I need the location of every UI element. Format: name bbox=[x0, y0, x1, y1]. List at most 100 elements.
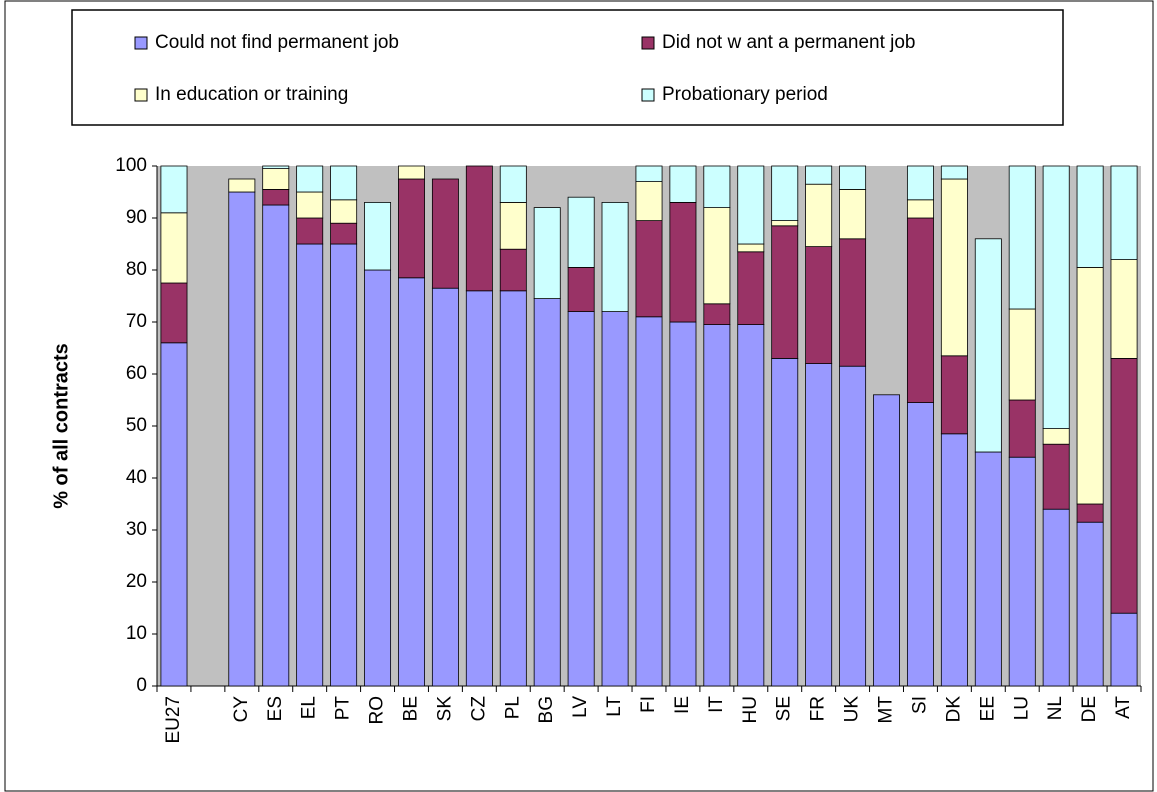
bar-segment bbox=[940, 433, 968, 687]
bar-segment bbox=[839, 238, 867, 367]
bar-segment bbox=[703, 324, 731, 687]
bar-segment bbox=[1076, 165, 1104, 268]
bar-segment bbox=[737, 165, 765, 245]
bar-segment bbox=[703, 207, 731, 305]
x-tick-label: CZ bbox=[468, 696, 489, 722]
legend-label: Probationary period bbox=[662, 84, 828, 105]
bar-segment bbox=[364, 269, 392, 687]
x-tick-label: EL bbox=[299, 696, 320, 719]
y-tick-label: 90 bbox=[126, 207, 147, 228]
legend-swatch bbox=[134, 88, 148, 102]
x-tick-label: IE bbox=[672, 696, 693, 714]
bar-segment bbox=[296, 243, 324, 687]
x-tick-label: DE bbox=[1079, 696, 1100, 722]
bar-segment bbox=[398, 178, 425, 279]
x-tick-label: LU bbox=[1011, 696, 1032, 720]
bar-segment bbox=[330, 199, 358, 224]
bar-segment bbox=[1008, 165, 1036, 310]
bar-segment bbox=[398, 277, 425, 687]
bar-segment bbox=[601, 201, 629, 312]
x-tick-label: RO bbox=[367, 696, 388, 725]
x-tick-label: ES bbox=[265, 696, 286, 721]
bar-segment bbox=[635, 316, 663, 687]
bar-segment bbox=[1076, 521, 1104, 687]
bar-segment bbox=[364, 201, 392, 271]
bar-segment bbox=[533, 298, 561, 687]
bar-segment bbox=[431, 287, 459, 687]
x-tick-label: SK bbox=[434, 696, 455, 722]
bar-segment bbox=[1110, 165, 1138, 260]
bar-segment bbox=[330, 243, 358, 687]
bar-segment bbox=[1042, 428, 1070, 445]
bar-segment bbox=[839, 165, 867, 190]
y-tick-label: 70 bbox=[126, 311, 147, 332]
bar-segment bbox=[296, 191, 324, 219]
bar-segment bbox=[1110, 259, 1138, 359]
bar-segment bbox=[771, 225, 799, 359]
bar-segment bbox=[805, 183, 833, 247]
bar-segment bbox=[906, 165, 934, 201]
bar-segment bbox=[1076, 266, 1104, 505]
legend-swatch bbox=[641, 36, 655, 50]
bar-segment bbox=[669, 321, 697, 687]
bar-segment bbox=[839, 365, 867, 687]
x-tick-label: FI bbox=[638, 696, 659, 713]
bar-segment bbox=[160, 342, 188, 687]
bar-segment bbox=[330, 222, 358, 245]
x-tick-label: LT bbox=[604, 696, 625, 717]
x-tick-label: SI bbox=[909, 696, 930, 714]
x-tick-label: HU bbox=[740, 696, 761, 723]
bar-segment bbox=[906, 199, 934, 219]
bar-segment bbox=[228, 178, 256, 193]
bar-segment bbox=[1042, 443, 1070, 510]
y-tick-label: 80 bbox=[126, 259, 147, 280]
y-tick-label: 50 bbox=[126, 415, 147, 436]
bar-segment bbox=[1008, 456, 1036, 687]
y-tick-label: 0 bbox=[136, 675, 147, 696]
bar-segment bbox=[465, 165, 493, 292]
bar-segment bbox=[771, 357, 799, 687]
bar-segment bbox=[262, 168, 290, 190]
x-tick-label: FR bbox=[808, 696, 829, 721]
bar-segment bbox=[635, 165, 663, 183]
legend-box bbox=[71, 9, 1064, 126]
y-axis-label: % of all contracts bbox=[50, 343, 72, 509]
legend-label: Did not w ant a permanent job bbox=[662, 32, 916, 53]
bar-segment bbox=[669, 201, 697, 323]
x-tick-label: MT bbox=[876, 696, 897, 724]
bar-segment bbox=[906, 402, 934, 687]
bar-segment bbox=[805, 246, 833, 365]
bar-segment bbox=[431, 178, 459, 289]
legend-swatch bbox=[134, 36, 148, 50]
bar-segment bbox=[330, 165, 358, 201]
bar-segment bbox=[499, 201, 527, 250]
bar-segment bbox=[737, 243, 765, 253]
bar-segment bbox=[160, 282, 188, 344]
bar-segment bbox=[737, 251, 765, 326]
y-tick-label: 100 bbox=[115, 155, 147, 176]
bar-segment bbox=[1110, 357, 1138, 614]
y-tick-label: 30 bbox=[126, 519, 147, 540]
bar-segment bbox=[499, 290, 527, 687]
bar-segment bbox=[771, 165, 799, 221]
bar-segment bbox=[228, 191, 256, 687]
bar-segment bbox=[873, 394, 900, 687]
x-tick-label: BG bbox=[536, 696, 557, 723]
bar-segment bbox=[703, 303, 731, 325]
bar-segment bbox=[1008, 399, 1036, 458]
x-tick-label: LV bbox=[570, 696, 591, 718]
bar-segment bbox=[262, 188, 290, 206]
bar-segment bbox=[296, 217, 324, 245]
bar-segment bbox=[1076, 503, 1104, 523]
x-tick-label: SE bbox=[774, 696, 795, 721]
x-tick-label: BE bbox=[400, 696, 421, 721]
y-tick-label: 60 bbox=[126, 363, 147, 384]
bar-segment bbox=[1110, 612, 1138, 687]
x-tick-label: DK bbox=[943, 696, 964, 723]
x-tick-label: NL bbox=[1045, 696, 1066, 720]
x-tick-label: IT bbox=[706, 696, 727, 713]
x-tick-label: CY bbox=[231, 696, 252, 723]
bar-segment bbox=[262, 165, 290, 169]
bar-segment bbox=[160, 165, 188, 214]
bar-segment bbox=[398, 165, 425, 180]
